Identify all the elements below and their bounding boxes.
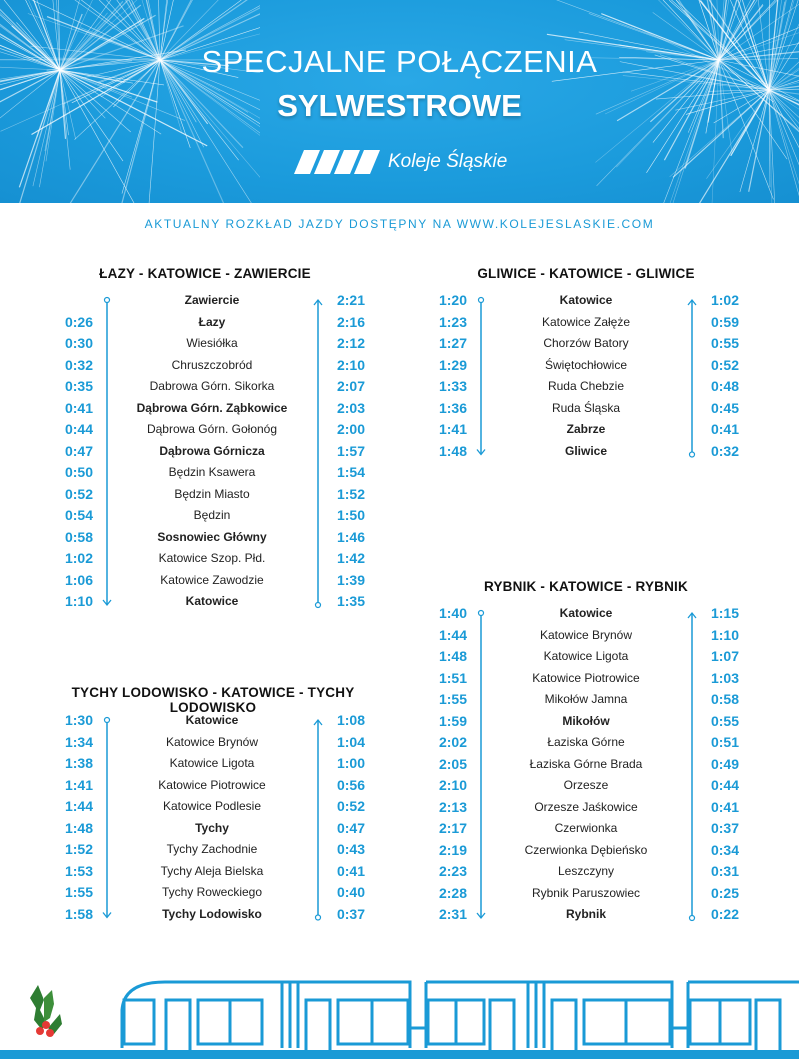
arrow-down-icon xyxy=(103,298,111,606)
header-banner: SPECJALNE POŁĄCZENIA SYLWESTROWE Koleje … xyxy=(0,0,799,203)
timetable-title: TYCHY LODOWISKO - KATOWICE - TYCHY LODOW… xyxy=(30,685,396,715)
arrow-down-icon xyxy=(477,611,485,919)
title-line1: SPECJALNE POŁĄCZENIA xyxy=(0,44,799,80)
arrow-up-icon xyxy=(688,300,696,457)
arrow-down-icon xyxy=(103,718,111,918)
logo-text: Koleje Śląskie xyxy=(388,151,507,173)
direction-arrows xyxy=(414,292,754,467)
timetable-title: GLIWICE - KATOWICE - GLIWICE xyxy=(414,266,758,281)
train-illustration xyxy=(0,970,799,1052)
timetable-title: RYBNIK - KATOWICE - RYBNIK xyxy=(414,579,758,594)
arrow-up-icon xyxy=(314,300,322,608)
arrow-up-icon xyxy=(688,613,696,921)
timetable-title: ŁAZY - KATOWICE - ZAWIERCIE xyxy=(40,266,370,281)
arrow-up-icon xyxy=(314,720,322,920)
logo-stripes-icon xyxy=(294,150,380,174)
title-line2: SYLWESTROWE xyxy=(0,88,799,124)
rail-track xyxy=(0,1050,799,1059)
brand-logo: Koleje Śląskie xyxy=(294,150,507,174)
arrow-down-icon xyxy=(477,298,485,455)
direction-arrows xyxy=(40,712,380,930)
direction-arrows xyxy=(414,605,754,930)
website-notice: AKTUALNY ROZKŁAD JAZDY DOSTĘPNY NA WWW.K… xyxy=(0,217,799,231)
direction-arrows xyxy=(40,292,380,617)
holly-icon xyxy=(30,985,62,1037)
